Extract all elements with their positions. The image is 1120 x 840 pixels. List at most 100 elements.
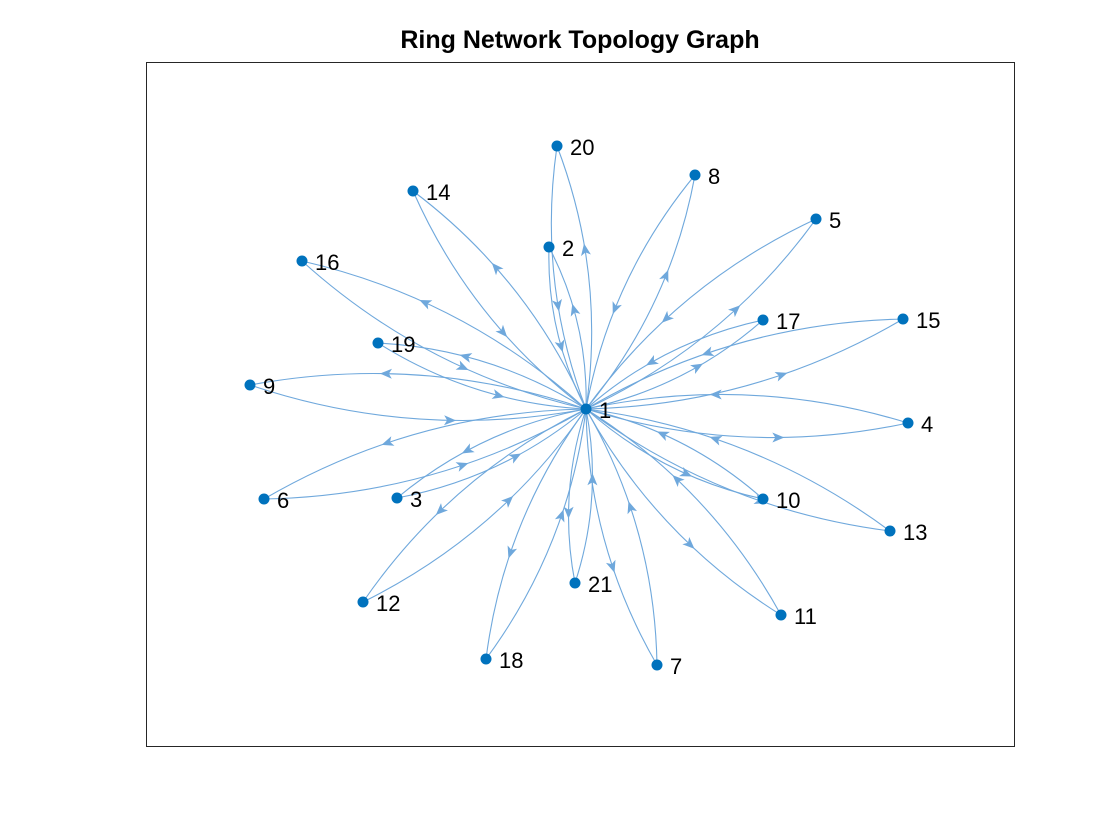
node-label-16: 16: [315, 250, 339, 275]
node-7: [651, 659, 663, 671]
arrowhead-7-1: [627, 501, 638, 515]
arrowhead-11-1: [672, 475, 685, 487]
edge-layer: [249, 145, 909, 666]
arrowhead-10-1: [656, 431, 670, 441]
edge-1-20: [556, 145, 593, 410]
arrowhead-20-1: [552, 298, 562, 312]
arrowhead-1-5: [728, 305, 741, 318]
edge-1-7: [585, 408, 658, 666]
arrowhead-19-1: [491, 389, 505, 399]
arrowhead-9-1: [444, 415, 457, 426]
node-label-15: 15: [916, 308, 940, 333]
node-1: [580, 403, 592, 415]
node-5: [810, 213, 822, 225]
arrowhead-1-14: [491, 262, 504, 276]
node-label-19: 19: [391, 332, 415, 357]
arrowhead-1-17: [690, 363, 703, 374]
node-layer: [244, 140, 914, 671]
edge-19-1: [377, 342, 587, 410]
arrowhead-18-1: [554, 509, 565, 523]
edge-1-8: [585, 174, 696, 410]
edge-1-14: [412, 190, 587, 410]
edge-1-19: [377, 342, 587, 410]
node-15: [897, 313, 909, 325]
edge-14-1: [412, 190, 587, 410]
node-20: [551, 140, 563, 152]
edge-1-12: [362, 408, 587, 603]
node-label-2: 2: [562, 236, 574, 261]
node-19: [372, 337, 384, 349]
arrowhead-1-12: [435, 503, 448, 516]
arrowhead-17-1: [646, 355, 659, 366]
node-8: [689, 169, 701, 181]
node-label-7: 7: [670, 654, 682, 679]
node-label-10: 10: [776, 488, 800, 513]
arrowhead-1-7: [605, 559, 616, 573]
arrowhead-2-1: [554, 339, 565, 353]
arrowhead-21-1: [587, 473, 598, 486]
node-16: [296, 255, 308, 267]
node-14: [407, 185, 419, 197]
arrowhead-1-2: [570, 303, 581, 317]
node-label-6: 6: [277, 488, 289, 513]
arrowhead-1-15: [774, 371, 788, 382]
arrowhead-1-20: [581, 243, 591, 257]
edge-13-1: [585, 408, 891, 532]
edge-1-5: [585, 218, 817, 410]
node-label-14: 14: [426, 180, 450, 205]
node-label-1: 1: [599, 398, 611, 423]
arrowhead-13-1: [709, 436, 723, 446]
node-12: [357, 596, 369, 608]
arrowhead-1-19: [459, 353, 473, 363]
edge-1-15: [585, 318, 904, 410]
arrowhead-8-1: [612, 301, 622, 315]
node-label-5: 5: [829, 208, 841, 233]
node-label-20: 20: [570, 135, 594, 160]
arrowhead-12-1: [501, 495, 514, 508]
edge-1-6: [263, 408, 587, 500]
node-10: [757, 493, 769, 505]
edge-12-1: [362, 408, 587, 603]
arrowhead-4-1: [709, 389, 722, 400]
edge-1-21: [567, 408, 587, 584]
arrowhead-14-1: [495, 324, 508, 338]
edge-8-1: [585, 174, 696, 410]
arrowhead-6-1: [455, 462, 469, 472]
edge-1-16: [301, 260, 587, 410]
node-2: [543, 241, 555, 253]
node-21: [569, 577, 581, 589]
edge-10-1: [585, 408, 764, 500]
edge-9-1: [249, 384, 587, 422]
node-label-8: 8: [708, 164, 720, 189]
node-label-21: 21: [588, 572, 612, 597]
node-18: [480, 653, 492, 665]
edge-21-1: [574, 408, 594, 584]
arrowhead-1-6: [381, 436, 395, 446]
node-17: [757, 314, 769, 326]
edge-1-3: [396, 408, 587, 499]
node-4: [902, 417, 914, 429]
edge-1-17: [585, 319, 764, 410]
arrowhead-1-18: [507, 545, 518, 559]
arrowhead-1-11: [682, 537, 695, 549]
arrowhead-15-1: [701, 346, 715, 357]
node-9: [244, 379, 256, 391]
node-label-18: 18: [499, 648, 523, 673]
arrowhead-16-1: [455, 360, 469, 371]
node-3: [391, 492, 403, 504]
edge-7-1: [585, 408, 658, 666]
edge-3-1: [396, 408, 587, 499]
arrowhead-1-8: [659, 269, 669, 283]
edge-20-1: [550, 145, 587, 410]
edge-11-1: [585, 408, 782, 616]
edge-17-1: [585, 319, 764, 410]
edge-1-9: [249, 372, 587, 410]
node-label-17: 17: [776, 309, 800, 334]
node-label-3: 3: [410, 487, 422, 512]
edge-18-1: [485, 408, 587, 660]
node-label-9: 9: [263, 374, 275, 399]
node-6: [258, 493, 270, 505]
edge-1-11: [585, 408, 782, 616]
